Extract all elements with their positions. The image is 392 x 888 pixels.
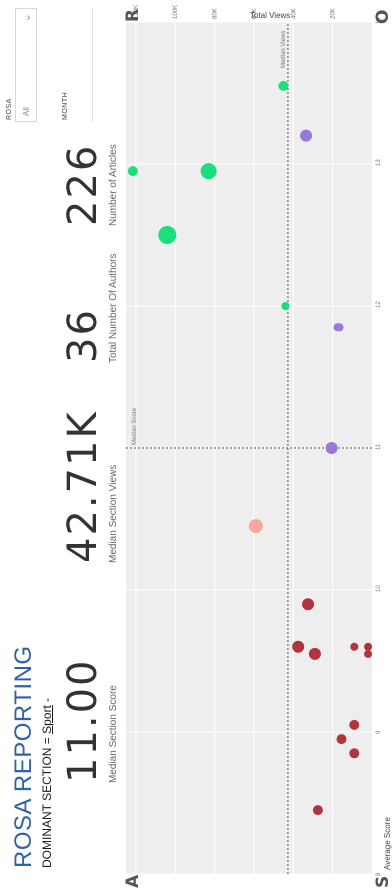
chevron-down-icon: ⌄ — [21, 13, 33, 23]
month-filter-slider[interactable] — [92, 8, 93, 122]
score-tick-label: 9 — [376, 730, 382, 734]
data-point — [349, 748, 360, 759]
views-tick-label: 120K — [134, 5, 140, 19]
data-point — [158, 226, 177, 244]
score-tick-label: 13 — [376, 159, 382, 166]
data-point — [292, 640, 305, 653]
report-title: ROSA REPORTING — [10, 645, 37, 868]
score-tick-label: 14 — [376, 17, 382, 24]
data-point — [364, 649, 373, 658]
corner-label-top-right: R — [123, 9, 143, 22]
kpi-median-views: 42.71K Median Section Views — [60, 410, 119, 563]
y-axis-title: Average Score — [383, 817, 392, 870]
data-point — [308, 647, 321, 660]
score-tick-label: 11 — [376, 443, 382, 450]
data-point — [281, 302, 290, 310]
kpi-value: 11.00 — [60, 658, 106, 783]
x-axis-title: Total Views — [250, 11, 290, 20]
data-point — [278, 80, 289, 91]
data-point — [248, 519, 263, 534]
data-point — [350, 642, 359, 651]
data-point — [127, 166, 138, 177]
kpi-median-score: 11.00 Median Section Score — [60, 658, 119, 783]
views-tick-label: 20K — [331, 8, 337, 19]
score-tick-label: 10 — [376, 585, 382, 592]
data-point — [200, 163, 217, 180]
kpi-value: 42.71K — [60, 410, 106, 563]
data-point — [302, 598, 315, 611]
kpi-label: Total Number Of Authors — [108, 253, 119, 364]
data-point — [300, 129, 313, 142]
views-tick-label: 40K — [291, 8, 297, 19]
month-filter-label: MONTH — [62, 91, 69, 120]
subtitle-prefix: DOMINANT SECTION = — [40, 733, 54, 868]
data-point — [336, 734, 347, 745]
data-point — [349, 719, 360, 730]
section-link[interactable]: Sport — [40, 705, 54, 734]
kpi-label: Median Section Score — [108, 685, 119, 783]
score-tick-label: 12 — [376, 301, 382, 308]
views-tick-label: 80K — [213, 8, 219, 19]
dominant-section-subtitle: DOMINANT SECTION = Sport - — [40, 698, 54, 868]
data-point — [312, 805, 323, 816]
views-tick-label: 60K — [252, 8, 258, 19]
data-point — [325, 442, 338, 454]
kpi-value: 36 — [60, 308, 106, 363]
corner-label-top-left: A — [123, 874, 143, 888]
data-points — [127, 80, 373, 816]
kpi-label: Median Section Views — [108, 464, 119, 563]
data-point — [364, 642, 373, 651]
kpi-value: 226 — [60, 143, 106, 226]
data-point — [333, 323, 342, 332]
kpi-total-authors: 36 Total Number Of Authors — [60, 254, 119, 364]
score-tick-label: 8 — [376, 872, 382, 876]
views-tick-label: 100K — [173, 5, 179, 19]
rosa-filter-value: All — [22, 107, 31, 116]
corner-label-bottom-left: S — [373, 876, 392, 888]
subtitle-suffix: - — [40, 697, 54, 706]
rosa-filter-dropdown[interactable]: All ⌄ — [15, 8, 37, 122]
kpi-number-articles: 226 Number of Articles — [60, 144, 119, 226]
scatter-chart: Median Views Median Score 8 9 10 11 12 13 14 20K… — [123, 5, 392, 888]
chart-panel: Median Views Median Score 8 9 10 11 12 13 14 20K… — [122, 0, 392, 888]
corner-label-bottom-right: O — [373, 10, 392, 24]
median-score-annotation: Median Score — [132, 407, 138, 445]
axis-ticks: 8 9 10 11 12 13 14 20K 40K 60K 80K 100K 120K — [134, 5, 382, 876]
kpi-label: Number of Articles — [108, 144, 119, 226]
rosa-filter-label: ROSA — [6, 98, 13, 120]
median-views-annotation: Median Views — [281, 31, 287, 68]
